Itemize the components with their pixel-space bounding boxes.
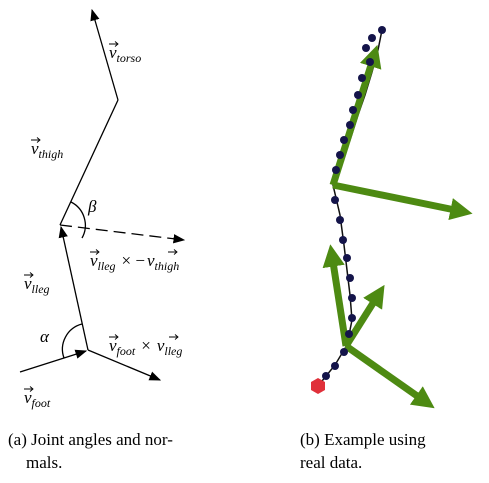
operator: × − (122, 251, 145, 270)
beta-label: β (87, 197, 97, 216)
subscript: thigh (39, 147, 64, 161)
lleg-vector (61, 227, 88, 350)
caption-a-line: (a) Joint angles and nor- (8, 430, 173, 449)
subscript: foot (32, 396, 51, 410)
diagram-a: vtorso vthigh β vlleg× −vthigh vlleg α v… (20, 10, 184, 410)
knee-normal-label: vlleg× −vthigh (90, 251, 179, 273)
subscript: thigh (155, 259, 180, 273)
caption-b-line: (b) Example using (300, 430, 426, 449)
foot-normal-label: vfoot×vlleg (109, 336, 182, 358)
subscript: lleg (164, 344, 182, 358)
beta-arc (71, 202, 85, 238)
figure: vtorso vthigh β vlleg× −vthigh vlleg α v… (0, 0, 489, 483)
caption-a-line: mals. (26, 453, 62, 472)
render-b (311, 26, 455, 398)
foot-label: vfoot (24, 388, 51, 410)
subscript: torso (117, 51, 142, 65)
thigh-label: vthigh (31, 139, 63, 161)
knee-normal-vector (60, 225, 184, 240)
torso-label: vtorso (109, 43, 141, 65)
operator: × (141, 336, 151, 355)
lleg-label: vlleg (24, 274, 50, 296)
alpha-label: α (40, 327, 50, 346)
subscript: lleg (98, 259, 116, 273)
subscript: foot (117, 344, 136, 358)
subscript: lleg (32, 282, 50, 296)
caption-b-line: real data. (300, 453, 362, 472)
foot-vector (20, 351, 86, 372)
